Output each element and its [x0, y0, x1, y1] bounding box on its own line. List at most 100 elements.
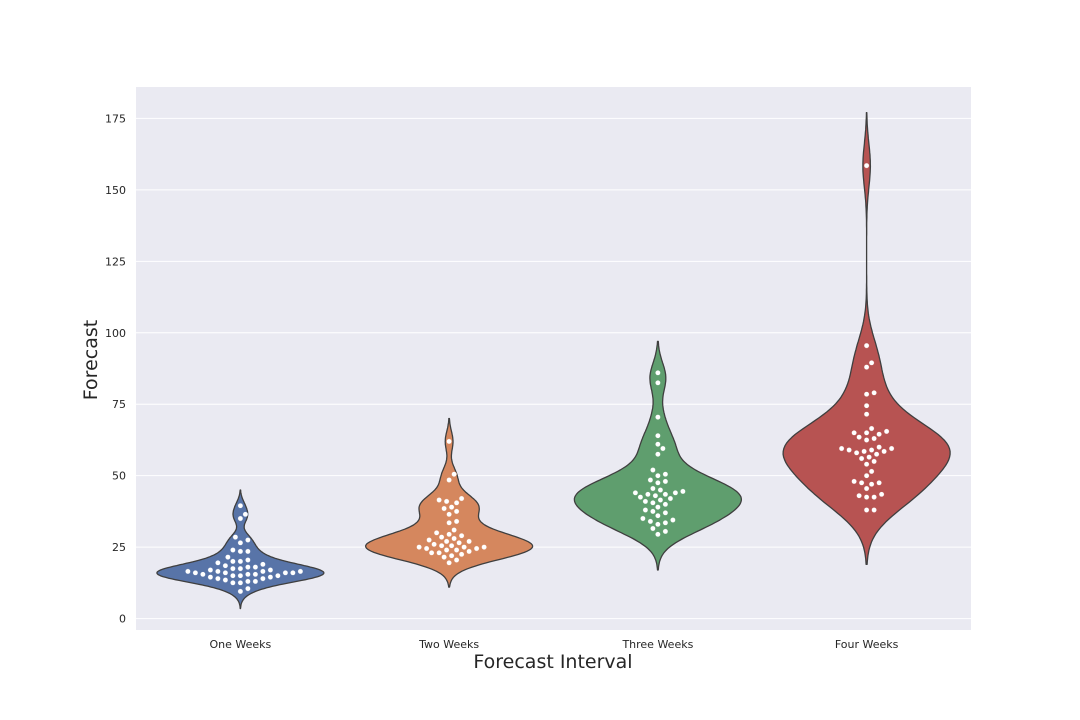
swarm-point [662, 520, 669, 526]
swarm-point [863, 402, 870, 409]
x-tick-labels: One Weeks Two Weeks Three Weeks Four Weeks [209, 638, 898, 651]
swarm-point [650, 485, 656, 492]
swarm-point [650, 467, 656, 473]
swarm-point [237, 558, 244, 565]
swarm-point [451, 527, 457, 533]
swarm-point [846, 447, 852, 453]
swarm-point [242, 511, 249, 518]
swarm-point [466, 538, 472, 545]
grid-lines [136, 117, 971, 620]
swarm-point [662, 528, 669, 535]
swarm-point [866, 454, 872, 460]
swarm-point [252, 571, 259, 578]
swarm-point [245, 571, 251, 578]
swarm-point [458, 532, 465, 539]
swarm-point [868, 481, 875, 488]
swarm-point [680, 488, 686, 495]
swarm-point [237, 588, 244, 595]
y-tick-label: 25 [112, 541, 126, 554]
swarm-point [443, 538, 450, 545]
swarm-point [441, 554, 447, 560]
swarm-point [461, 544, 467, 550]
swarm-point [873, 451, 880, 458]
swarm-point [222, 562, 229, 569]
swarm-point [632, 489, 639, 496]
swarm-point [446, 560, 452, 566]
swarm-point [222, 577, 229, 583]
swarm-point [267, 567, 274, 573]
swarm-point [868, 425, 875, 432]
swarm-point [863, 342, 870, 349]
swarm-point [655, 451, 661, 458]
swarm-point [662, 491, 669, 498]
swarm-point [230, 572, 236, 579]
y-axis-title: Forecast [80, 320, 102, 400]
swarm-point [868, 468, 875, 475]
swarm-point [876, 431, 882, 438]
swarm-point [871, 458, 877, 465]
swarm-point [230, 547, 236, 553]
swarm-point [655, 504, 661, 510]
swarm-point [863, 494, 870, 500]
swarm-point [446, 520, 452, 526]
swarm-point [448, 542, 455, 549]
swarm-point [647, 518, 654, 525]
swarm-point [655, 472, 661, 479]
swarm-point [232, 534, 239, 540]
plot-area [136, 87, 971, 630]
swarm-point [672, 489, 679, 496]
swarm-point [438, 542, 445, 549]
swarm-point [207, 574, 214, 580]
swarm-point [853, 449, 860, 456]
swarm-point [245, 548, 251, 555]
swarm-point [297, 568, 304, 575]
swarm-point [863, 507, 870, 513]
swarm-point [863, 429, 870, 436]
swarm-point [215, 560, 221, 566]
swarm-point [237, 515, 244, 522]
swarm-point [655, 512, 661, 519]
swarm-point [640, 515, 646, 522]
swarm-point [446, 511, 452, 518]
y-tick-label: 75 [112, 398, 126, 411]
swarm-point [652, 492, 659, 499]
swarm-point [192, 570, 199, 576]
swarm-point [282, 570, 289, 576]
swarm-point [441, 505, 447, 512]
swarm-point [863, 485, 870, 492]
swarm-point [642, 498, 649, 505]
swarm-point [252, 578, 259, 585]
swarm-point [453, 547, 460, 553]
swarm-point [871, 435, 877, 442]
swarm-point [863, 461, 870, 468]
violin [782, 112, 951, 565]
swarm-point [670, 517, 676, 523]
swarm-point [453, 508, 460, 515]
swarm-point [851, 478, 857, 485]
y-tick-label: 175 [105, 112, 126, 125]
swarm-point [237, 572, 244, 579]
swarm-point [443, 498, 450, 505]
swarm-point [657, 497, 664, 503]
swarm-point [215, 575, 221, 582]
swarm-point [185, 568, 191, 575]
swarm-point [230, 565, 236, 572]
x-tick-label: Two Weeks [418, 638, 479, 651]
swarm-point [448, 552, 455, 559]
swarm-point [290, 570, 296, 576]
swarm-point [858, 479, 865, 486]
swarm-point [881, 448, 887, 455]
swarm-point [200, 571, 206, 578]
swarm-point [650, 525, 656, 532]
swarm-point [655, 521, 661, 528]
swarm-point [662, 501, 669, 508]
swarm-point [637, 494, 644, 500]
swarm-point [260, 568, 266, 575]
swarm-point [863, 437, 870, 443]
swarm-point [237, 540, 244, 546]
swarm-point [650, 499, 656, 506]
swarm-point [443, 547, 450, 553]
swarm-point [222, 570, 229, 576]
swarm-point [655, 414, 661, 420]
swarm-point [645, 491, 651, 498]
